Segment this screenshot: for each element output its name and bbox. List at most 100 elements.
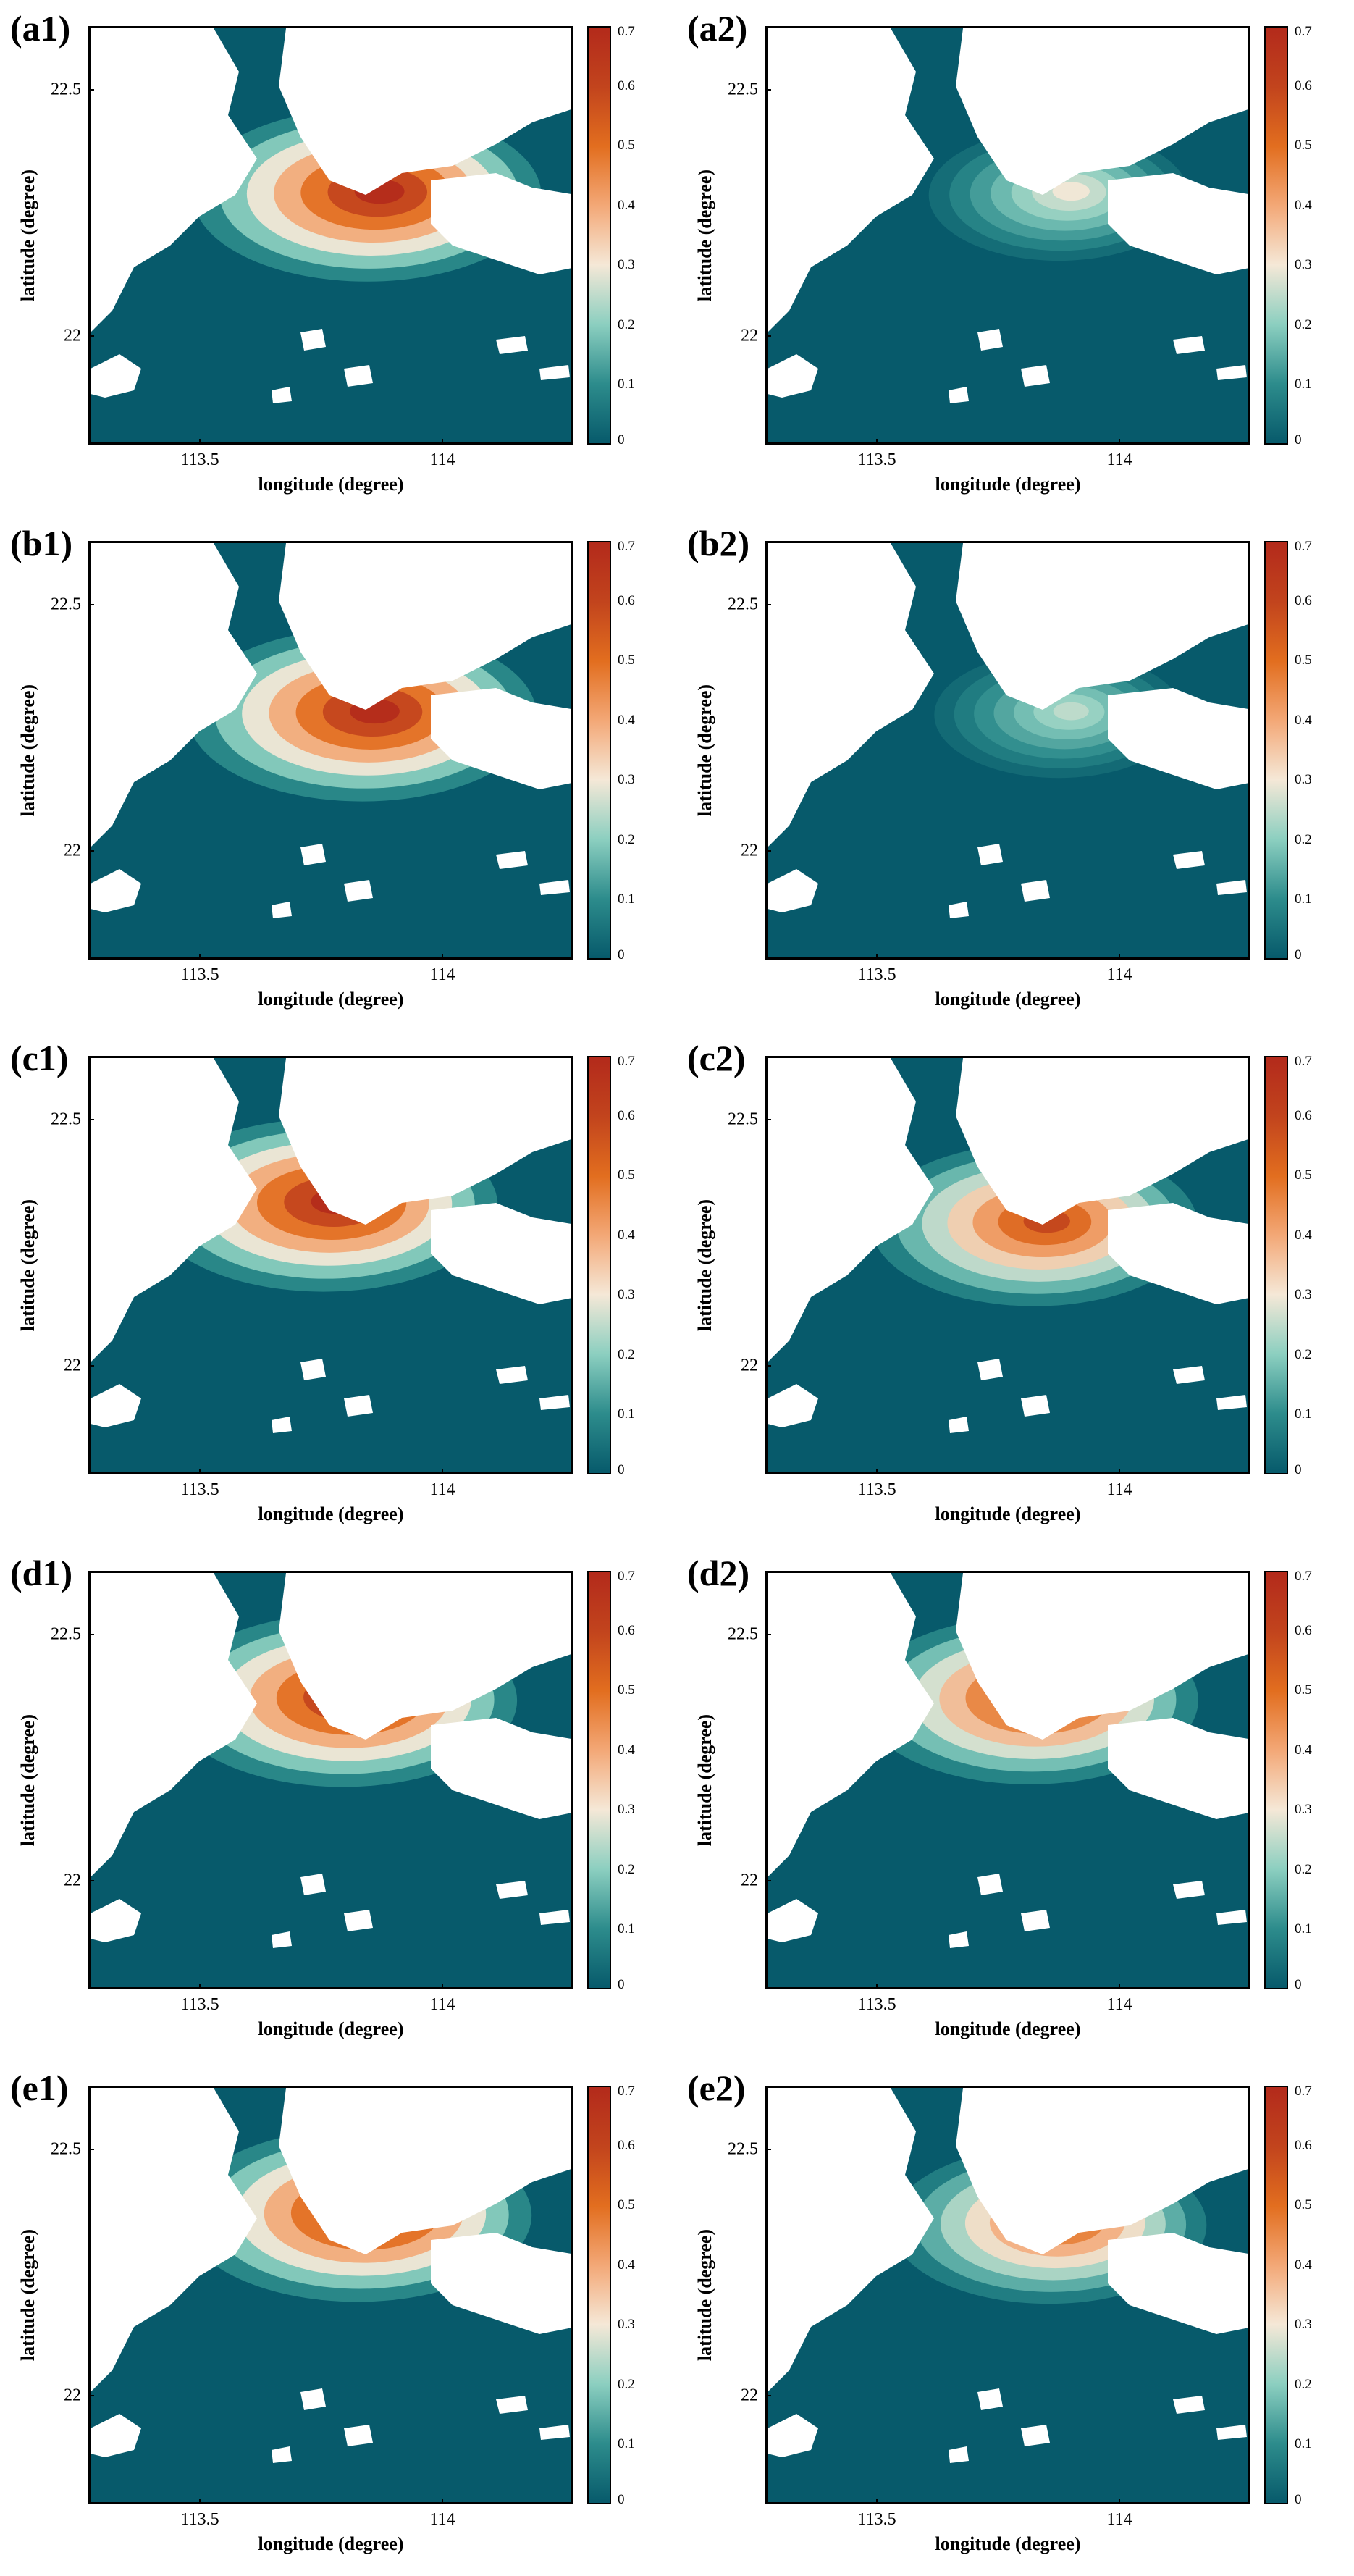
colorbar-tick-label: 0 bbox=[1295, 1462, 1302, 1477]
land-mass bbox=[539, 2425, 570, 2440]
land-mass bbox=[91, 1384, 141, 1427]
land-mass bbox=[768, 1573, 934, 1877]
colorbar-tick-label: 0.7 bbox=[618, 1054, 635, 1069]
y-tick-mark bbox=[765, 2395, 771, 2397]
land-mass bbox=[1216, 365, 1247, 380]
land-mass bbox=[91, 2088, 257, 2392]
y-axis-label: latitude (degree) bbox=[17, 684, 38, 817]
colorbar-tick-label: 0.7 bbox=[618, 24, 635, 39]
colorbar-gradient bbox=[1266, 1572, 1287, 1988]
colorbar-gradient bbox=[1266, 1057, 1287, 1473]
y-tick-mark bbox=[765, 850, 771, 852]
panel-label: (b1) bbox=[10, 523, 73, 563]
colorbar-tick-label: 0.3 bbox=[1295, 2317, 1312, 2333]
y-axis-label: latitude (degree) bbox=[694, 1199, 715, 1332]
map-frame bbox=[88, 541, 573, 960]
colorbar-tick-label: 0.3 bbox=[1295, 772, 1312, 788]
colorbar-tick-label: 0.3 bbox=[1295, 1802, 1312, 1818]
y-tick-mark bbox=[765, 89, 771, 91]
colorbar-tick-label: 0.5 bbox=[618, 2197, 635, 2213]
land-mass bbox=[1216, 1910, 1247, 1925]
land-mass bbox=[344, 880, 373, 902]
panel-e2: (e2) 22.5 22 113.5 114 longitude (degree) lati… bbox=[677, 2060, 1354, 2575]
colorbar bbox=[587, 2086, 611, 2504]
land-mass bbox=[199, 2115, 224, 2153]
land-mass bbox=[539, 365, 570, 380]
land-mass bbox=[496, 2396, 528, 2414]
land-mass bbox=[1108, 2233, 1248, 2334]
colorbar-tick-label: 0.5 bbox=[1295, 1682, 1312, 1698]
land-mass bbox=[949, 2446, 969, 2463]
x-tick-label: 113.5 bbox=[857, 1480, 896, 1499]
panel-label: (e1) bbox=[10, 2068, 69, 2108]
land-mass bbox=[91, 2414, 141, 2457]
y-tick-label: 22.5 bbox=[728, 595, 758, 614]
x-tick-mark bbox=[876, 954, 878, 960]
land-mass bbox=[300, 1874, 326, 1895]
y-tick-mark bbox=[765, 1634, 771, 1636]
land-mass bbox=[956, 1058, 1248, 1225]
y-axis-label: latitude (degree) bbox=[694, 2228, 715, 2362]
panel-label: (a2) bbox=[687, 8, 748, 49]
land-mass bbox=[272, 387, 292, 403]
colorbar-gradient bbox=[589, 542, 610, 958]
land-mass bbox=[199, 571, 224, 608]
colorbar-tick-label: 0 bbox=[1295, 432, 1302, 448]
land-mass bbox=[272, 902, 292, 918]
colorbar-gradient bbox=[1266, 28, 1287, 443]
land-mass bbox=[344, 2425, 373, 2446]
map-frame bbox=[765, 541, 1250, 960]
land-mass bbox=[949, 1931, 969, 1948]
x-tick-mark bbox=[876, 1469, 878, 1474]
land-mass bbox=[431, 688, 571, 789]
land-mass bbox=[539, 1395, 570, 1410]
land-mass bbox=[199, 1600, 224, 1638]
y-tick-mark bbox=[765, 1880, 771, 1882]
x-tick-mark bbox=[876, 2499, 878, 2504]
land-mass bbox=[854, 2178, 894, 2204]
y-tick-mark bbox=[88, 850, 94, 852]
colorbar-tick-label: 0.5 bbox=[1295, 1167, 1312, 1183]
land-mass bbox=[876, 2115, 901, 2153]
land-mass bbox=[496, 336, 528, 354]
colorbar-tick-label: 0.3 bbox=[618, 772, 635, 788]
colorbar bbox=[1264, 541, 1288, 960]
x-axis-label: longitude (degree) bbox=[258, 989, 404, 1010]
land-mass bbox=[1108, 1203, 1248, 1304]
land-mass bbox=[344, 1395, 373, 1417]
colorbar-tick-label: 0.4 bbox=[1295, 712, 1312, 728]
colorbar-gradient bbox=[1266, 542, 1287, 958]
y-tick-label: 22 bbox=[64, 326, 81, 345]
land-mass bbox=[431, 1203, 571, 1304]
x-axis-label: longitude (degree) bbox=[935, 474, 1081, 495]
map-frame bbox=[765, 1056, 1250, 1474]
x-tick-label: 113.5 bbox=[180, 1995, 219, 2014]
colorbar-tick-label: 0.2 bbox=[618, 316, 635, 332]
panel-label: (c1) bbox=[10, 1038, 69, 1078]
colorbar-tick-label: 0.6 bbox=[618, 2137, 635, 2153]
land-mass bbox=[768, 2414, 818, 2457]
colorbar bbox=[1264, 26, 1288, 445]
colorbar bbox=[587, 541, 611, 960]
land-mass bbox=[177, 1149, 217, 1174]
land-mass bbox=[768, 1899, 818, 1942]
land-mass bbox=[977, 2388, 1003, 2410]
x-tick-mark bbox=[876, 1984, 878, 1989]
colorbar-tick-label: 0.2 bbox=[1295, 1346, 1312, 1362]
colorbar-tick-label: 0.7 bbox=[618, 539, 635, 554]
panel-e1: (e1) 22.5 22 113.5 114 longitude (degree) lati… bbox=[0, 2060, 677, 2575]
land-mass bbox=[91, 543, 257, 847]
colorbar-tick-label: 0.7 bbox=[1295, 539, 1312, 554]
land-mass bbox=[1108, 688, 1248, 789]
x-axis-label: longitude (degree) bbox=[935, 1503, 1081, 1524]
y-tick-label: 22.5 bbox=[51, 595, 81, 614]
colorbar-tick-label: 0 bbox=[618, 947, 625, 962]
land-mass bbox=[1108, 173, 1248, 274]
x-tick-label: 113.5 bbox=[857, 450, 896, 469]
land-mass bbox=[977, 1874, 1003, 1895]
concentration-map bbox=[768, 543, 1248, 957]
y-tick-label: 22 bbox=[741, 326, 758, 345]
panel-c2: (c2) 22.5 22 113.5 114 longitude (degree) lati… bbox=[677, 1030, 1354, 1545]
x-tick-label: 113.5 bbox=[857, 2510, 896, 2529]
colorbar-tick-label: 0.6 bbox=[1295, 592, 1312, 608]
